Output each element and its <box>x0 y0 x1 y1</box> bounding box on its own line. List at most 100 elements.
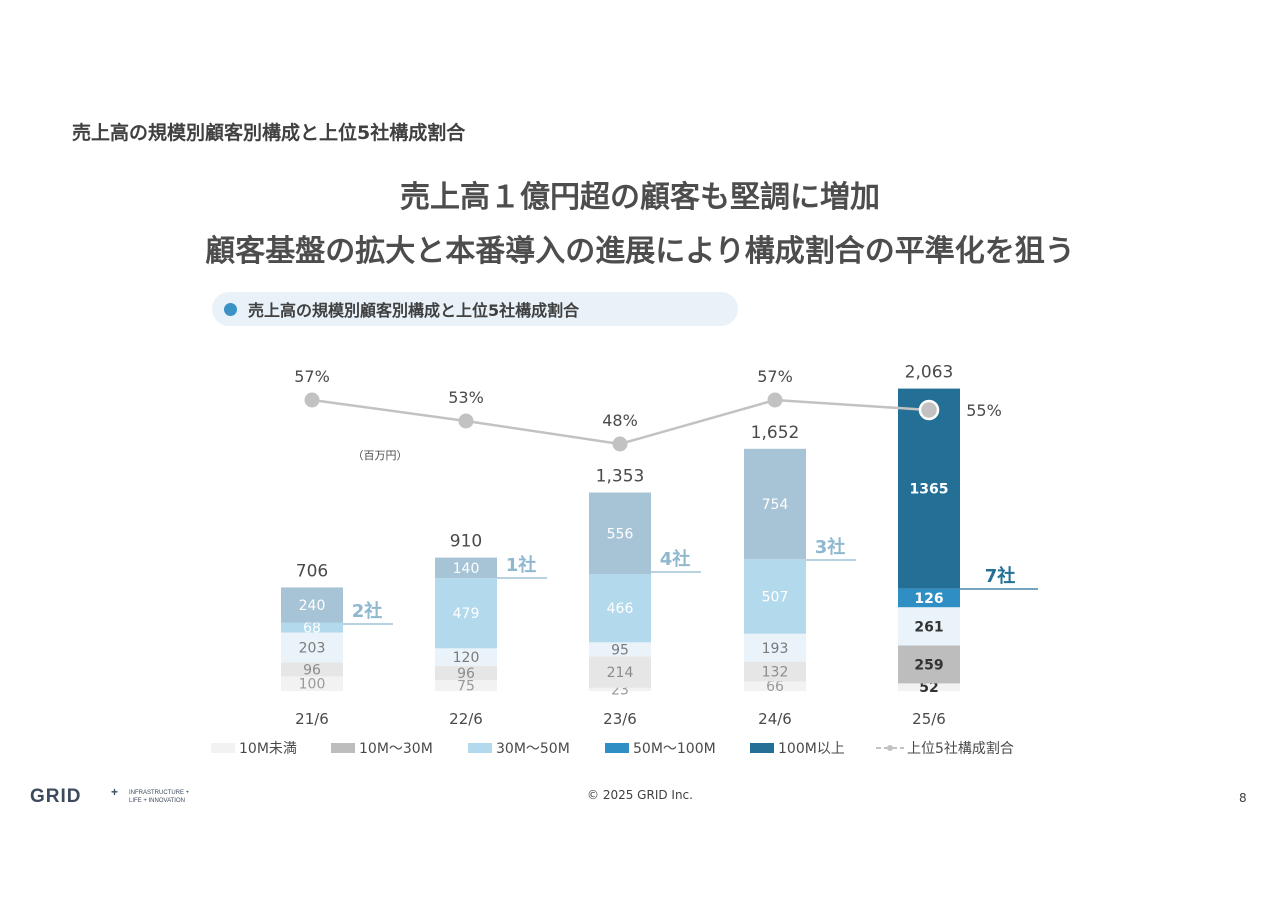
segment-value-label: 556 <box>607 526 634 542</box>
top5-ratio-label: 48% <box>602 411 638 430</box>
bar-segment <box>589 574 651 643</box>
bar-total-label: 706 <box>296 561 328 581</box>
segment-value-label: 96 <box>457 666 475 682</box>
x-tick-label: 23/6 <box>603 710 637 728</box>
legend-swatch <box>750 743 774 753</box>
slide-section-title: 売上高の規模別顧客別構成と上位5社構成割合 <box>72 122 466 144</box>
top5-ratio-point <box>918 399 940 421</box>
segment-value-label: 68 <box>303 621 321 637</box>
unit-label: （百万円） <box>353 449 408 462</box>
legend-swatch <box>605 743 629 753</box>
x-tick-label: 24/6 <box>758 710 792 728</box>
bar-total-label: 2,063 <box>905 363 954 383</box>
company-count-label: 1社 <box>506 554 537 576</box>
page-number: 8 <box>1239 791 1247 805</box>
segment-value-label: 261 <box>914 619 943 635</box>
segment-value-label: 466 <box>607 601 634 617</box>
bar-segment <box>589 642 651 657</box>
segment-value-label: 75 <box>457 679 475 695</box>
bar-total-label: 910 <box>450 532 482 552</box>
top5-ratio-label: 53% <box>448 388 484 407</box>
segment-value-label: 140 <box>453 561 480 577</box>
top5-ratio-point <box>458 413 474 429</box>
company-count-label: 2社 <box>352 600 383 622</box>
grid-logo: GRID + INFRASTRUCTURE + LIFE + INNOVATIO… <box>30 786 190 806</box>
top5-ratio-point <box>612 436 628 452</box>
bar-total-label: 1,353 <box>596 467 645 487</box>
bar-segment <box>898 645 960 684</box>
bullet-dot-icon <box>224 302 237 316</box>
top5-ratio-label: 55% <box>966 401 1002 420</box>
copyright: © 2025 GRID Inc. <box>587 788 693 802</box>
top5-ratio-point <box>767 392 783 408</box>
bar-segment <box>435 680 497 691</box>
bar-segment <box>589 492 651 574</box>
bar-segment <box>744 662 806 682</box>
company-count-label: 3社 <box>815 536 846 558</box>
bar-segment <box>744 681 806 691</box>
bar-segment <box>898 388 960 589</box>
bar-segment <box>898 683 960 691</box>
headline-line-1: 売上高１億円超の顧客も堅調に増加 <box>400 180 880 215</box>
top5-ratio-label: 57% <box>294 367 330 386</box>
bar-segment <box>281 587 343 623</box>
legend-label: 50M～100M <box>633 741 716 757</box>
bar-segment <box>281 662 343 677</box>
segment-value-label: 240 <box>299 598 326 614</box>
legend-swatch <box>211 743 235 753</box>
segment-value-label: 132 <box>762 665 789 681</box>
segment-value-label: 1365 <box>910 482 949 498</box>
legend-swatch <box>331 743 355 753</box>
logo-plus: + <box>111 786 118 799</box>
x-tick-label: 22/6 <box>449 710 483 728</box>
bar-segment <box>435 665 497 680</box>
chart-title-pill: 売上高の規模別顧客別構成と上位5社構成割合 <box>212 292 738 326</box>
segment-value-label: 479 <box>453 606 480 622</box>
legend-label: 100M以上 <box>778 741 845 757</box>
bar-segment <box>435 557 497 579</box>
segment-value-label: 126 <box>914 591 943 607</box>
segment-value-label: 507 <box>762 590 789 606</box>
legend-label: 10M～30M <box>359 741 433 757</box>
bar-segment <box>898 588 960 608</box>
bar-segment <box>281 676 343 691</box>
segment-value-label: 96 <box>303 662 321 678</box>
segment-value-label: 100 <box>299 677 326 693</box>
top5-ratio-point <box>304 392 320 408</box>
headline-line-2: 顧客基盤の拡大と本番導入の進展により構成割合の平準化を狙う <box>205 234 1075 269</box>
bar-segment <box>281 622 343 633</box>
bar-segment <box>435 648 497 666</box>
segment-value-label: 214 <box>607 665 634 681</box>
top5-ratio-label: 57% <box>757 367 793 386</box>
logo-tagline-2: LIFE + INNOVATION <box>129 798 185 804</box>
segment-value-label: 52 <box>919 680 938 696</box>
legend-swatch <box>468 743 492 753</box>
bar-segment <box>281 632 343 663</box>
segment-value-label: 259 <box>914 657 943 673</box>
bar-segment <box>898 607 960 646</box>
segment-value-label: 120 <box>453 650 480 666</box>
bar-total-label: 1,652 <box>751 423 800 443</box>
company-count-label: 7社 <box>985 565 1016 587</box>
segment-value-label: 203 <box>299 640 326 656</box>
company-count-label: 4社 <box>660 548 691 570</box>
bar-segment <box>744 448 806 560</box>
bar-segment <box>589 656 651 688</box>
legend-label: 10M未満 <box>239 741 297 757</box>
chart-title: 売上高の規模別顧客別構成と上位5社構成割合 <box>248 301 580 320</box>
legend-line-dot <box>887 745 893 751</box>
logo-wordmark: GRID <box>30 786 82 806</box>
segment-value-label: 754 <box>762 497 789 513</box>
bar-segment <box>744 633 806 662</box>
x-tick-label: 21/6 <box>295 710 329 728</box>
bar-segment <box>435 578 497 649</box>
segment-value-label: 95 <box>611 642 629 658</box>
segment-value-label: 66 <box>766 679 784 695</box>
logo-tagline-1: INFRASTRUCTURE + <box>129 790 190 796</box>
bar-segment <box>744 559 806 634</box>
legend-label: 30M～50M <box>496 741 570 757</box>
legend-label: 上位5社構成割合 <box>907 740 1014 757</box>
segment-value-label: 193 <box>762 641 789 657</box>
bar-segment <box>589 687 651 691</box>
